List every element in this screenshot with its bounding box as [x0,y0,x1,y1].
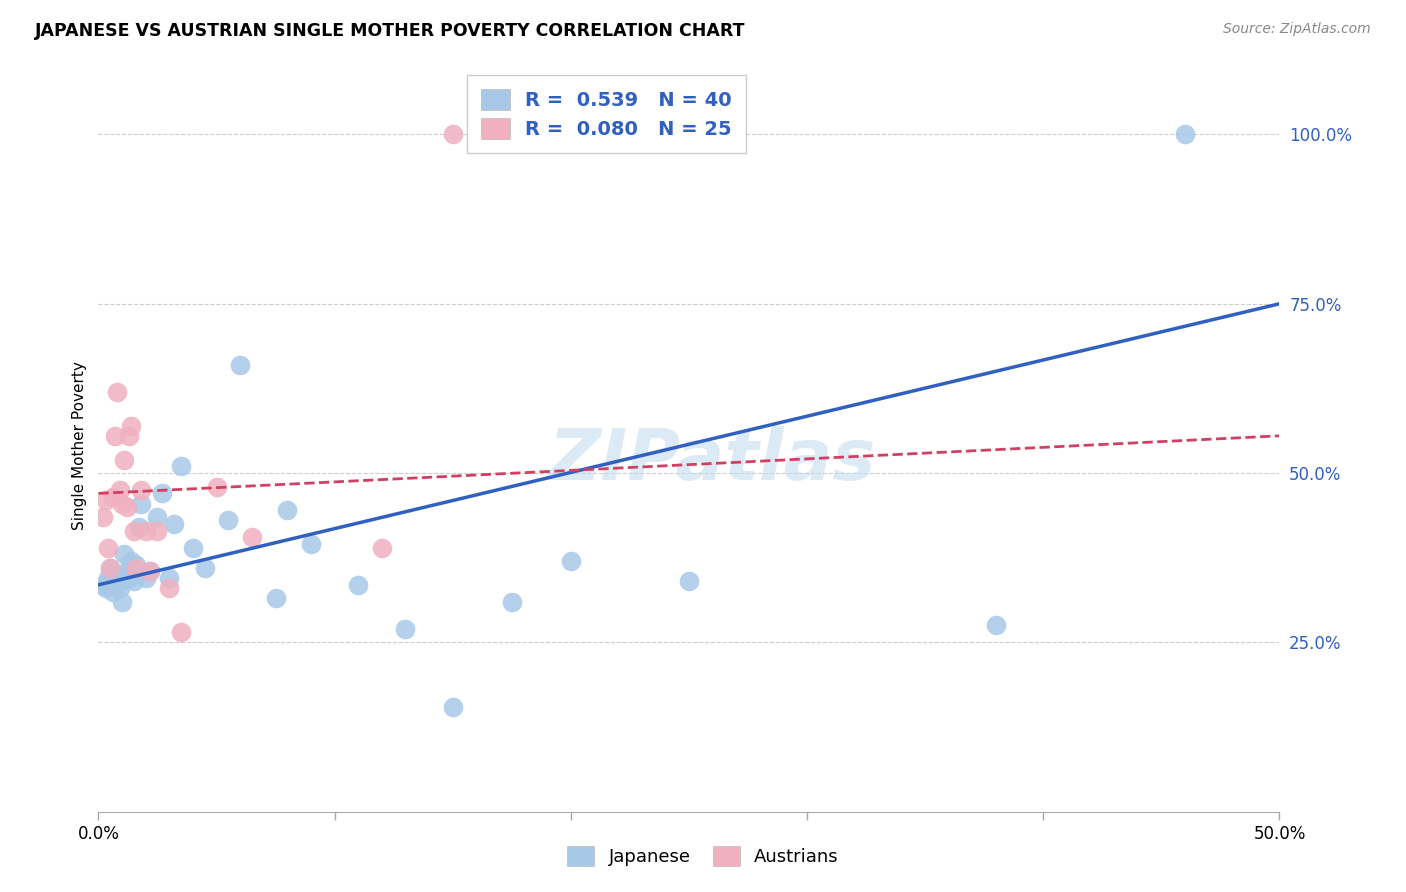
Point [98,561,121,575]
Point [560,554,582,568]
Point [111,574,134,589]
Point [135,524,157,538]
Point [170,625,193,640]
Point [97,571,120,585]
Point [122,524,145,538]
Point [371,541,394,555]
Point [150,486,173,500]
Point [121,418,143,433]
Point [94,581,117,595]
Point [170,459,193,474]
Point [984,618,1007,632]
Point [157,571,180,585]
Point [112,452,135,467]
Point [139,564,162,578]
Point [139,564,162,578]
Point [129,483,152,497]
Point [146,510,169,524]
Point [111,595,134,609]
Point [105,384,128,399]
Point [108,581,131,595]
Y-axis label: Single Mother Poverty: Single Mother Poverty [72,361,87,531]
Point [105,567,128,582]
Point [394,622,416,636]
Point [122,574,145,589]
Point [276,503,298,517]
Point [91,510,114,524]
Point [115,564,138,578]
Point [98,561,121,575]
Point [347,578,370,592]
Point [91,578,114,592]
Point [118,429,141,443]
Point [299,537,322,551]
Point [217,514,239,528]
Point [441,128,464,142]
Point [240,530,263,544]
Point [205,480,228,494]
Text: Source: ZipAtlas.com: Source: ZipAtlas.com [1223,22,1371,37]
Point [264,591,287,606]
Point [112,547,135,561]
Point [118,571,141,585]
Point [146,524,169,538]
Text: ZIPatlas: ZIPatlas [548,426,876,495]
Point [128,520,150,534]
Legend: R =  0.539   N = 40, R =  0.080   N = 25: R = 0.539 N = 40, R = 0.080 N = 25 [467,75,745,153]
Point [135,571,157,585]
Point [229,358,252,372]
Point [194,561,217,575]
Point [157,581,180,595]
Point [125,558,148,572]
Point [125,561,148,575]
Point [181,541,204,555]
Point [97,541,120,555]
Point [101,490,124,504]
Legend: Japanese, Austrians: Japanese, Austrians [555,833,851,879]
Point [94,493,117,508]
Point [163,516,186,531]
Point [441,699,464,714]
Point [104,429,127,443]
Point [108,483,131,497]
Point [678,574,700,589]
Point [501,595,523,609]
Point [121,554,143,568]
Point [1174,128,1197,142]
Point [115,500,138,514]
Text: JAPANESE VS AUSTRIAN SINGLE MOTHER POVERTY CORRELATION CHART: JAPANESE VS AUSTRIAN SINGLE MOTHER POVER… [35,22,745,40]
Point [111,497,134,511]
Point [101,584,124,599]
Point [104,574,127,589]
Point [129,497,152,511]
